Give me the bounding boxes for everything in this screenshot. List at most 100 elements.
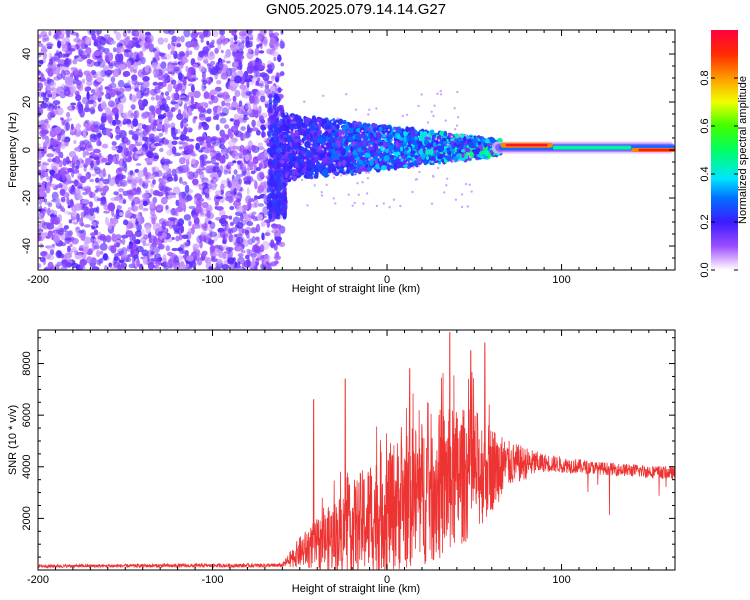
heatmap-cell <box>228 215 233 220</box>
heatmap-cell <box>47 207 51 216</box>
heatmap-cell <box>273 138 278 145</box>
heatmap-cell <box>153 142 161 147</box>
heatmap-cell <box>448 151 452 156</box>
heatmap-cell <box>49 175 53 183</box>
heatmap-cell <box>164 91 170 97</box>
heatmap-cell <box>40 130 49 134</box>
heatmap-cell <box>318 145 323 151</box>
heatmap-cell <box>128 51 133 56</box>
heatmap-cell <box>444 155 451 160</box>
heatmap-cell <box>228 196 233 204</box>
heatmap-cell <box>414 136 418 140</box>
heatmap-cell <box>228 106 235 110</box>
heatmap-cell <box>38 162 41 167</box>
heatmap-cell <box>157 243 165 250</box>
heatmap-cell <box>273 111 278 118</box>
heatmap-cell <box>136 239 141 244</box>
heatmap-cell <box>247 213 254 218</box>
heatmap-cell <box>38 263 42 269</box>
heatmap-cell <box>61 174 66 181</box>
heatmap-cell <box>153 88 161 94</box>
heatmap-cell <box>314 166 320 173</box>
heatmap-cell <box>313 135 318 143</box>
heatmap-cell <box>93 92 102 99</box>
heatmap-cell <box>149 203 155 209</box>
heatmap-cell <box>203 30 209 37</box>
heatmap-cell <box>246 187 250 195</box>
heatmap-cell <box>110 218 119 225</box>
heatmap-cell <box>281 170 286 174</box>
heatmap-cell <box>160 95 164 100</box>
heatmap-cell <box>211 39 215 45</box>
heatmap-cell <box>200 231 207 237</box>
heatmap-cell <box>83 224 91 228</box>
heatmap-cell <box>76 213 80 223</box>
heatmap-cell <box>158 51 163 56</box>
heatmap-cell <box>93 80 100 87</box>
heatmap-cell <box>299 164 304 170</box>
heatmap-cell <box>137 170 145 178</box>
heatmap-cell <box>443 130 448 137</box>
heatmap-cell <box>485 149 489 157</box>
heatmap-cell <box>178 63 184 70</box>
heatmap-cell <box>150 244 155 250</box>
heatmap-cell <box>184 242 191 247</box>
heatmap-cell <box>271 75 275 82</box>
heatmap-cell <box>129 188 138 196</box>
heatmap-cell <box>282 134 288 138</box>
heatmap-cell <box>225 223 230 230</box>
heatmap-cell <box>375 132 382 139</box>
heatmap-cell <box>121 150 127 158</box>
heatmap-cell <box>206 40 210 46</box>
heatmap-cell <box>209 231 218 237</box>
heatmap-cell <box>157 100 162 107</box>
heatmap-cell <box>198 65 206 73</box>
heatmap-cell <box>267 117 272 124</box>
heatmap-cell <box>268 212 273 219</box>
heatmap-cell <box>151 62 158 69</box>
heatmap-cell <box>163 265 170 270</box>
heatmap-cell <box>63 64 70 68</box>
heatmap-cell <box>50 138 57 147</box>
heatmap-cell <box>277 161 281 168</box>
heatmap-cell <box>335 123 340 130</box>
heatmap-cell <box>268 140 273 147</box>
heatmap-cell <box>276 175 281 182</box>
heatmap-cell <box>185 197 190 203</box>
heatmap-cell <box>234 52 243 60</box>
heatmap-cell <box>147 173 156 180</box>
heatmap-cell <box>65 76 74 86</box>
heatmap-cell <box>99 243 108 251</box>
heatmap-cell <box>185 50 190 58</box>
heatmap-cell <box>266 64 273 69</box>
heatmap-cell <box>227 170 232 175</box>
heatmap-cell <box>473 154 478 159</box>
heatmap-cell <box>231 151 236 159</box>
heatmap-cell <box>426 156 429 160</box>
heatmap-cell <box>40 91 46 98</box>
heatmap-cell <box>164 195 173 200</box>
heatmap-cell <box>187 138 195 142</box>
heatmap-cell <box>234 130 243 138</box>
heatmap-cell <box>130 104 136 111</box>
heatmap-cell <box>181 181 188 186</box>
heatmap-cell <box>211 95 219 104</box>
heatmap-cell <box>127 254 133 258</box>
heatmap-cell <box>277 120 282 127</box>
heatmap-cell <box>171 79 177 85</box>
heatmap-cell <box>192 214 198 220</box>
heatmap-cell <box>68 151 77 158</box>
heatmap-cell <box>154 86 161 90</box>
heatmap-cell <box>86 91 90 101</box>
heatmap-cell <box>69 198 74 207</box>
heatmap-cell <box>341 126 347 131</box>
heatmap-cell <box>181 234 189 240</box>
heatmap-cell <box>183 30 191 38</box>
heatmap-cell <box>97 38 104 43</box>
heatmap-cell <box>85 150 89 156</box>
heatmap-cell <box>131 256 136 263</box>
heatmap-cell <box>142 76 150 82</box>
heatmap-cell <box>152 69 160 77</box>
heatmap-cell <box>234 41 238 45</box>
heatmap-cell <box>217 44 222 50</box>
